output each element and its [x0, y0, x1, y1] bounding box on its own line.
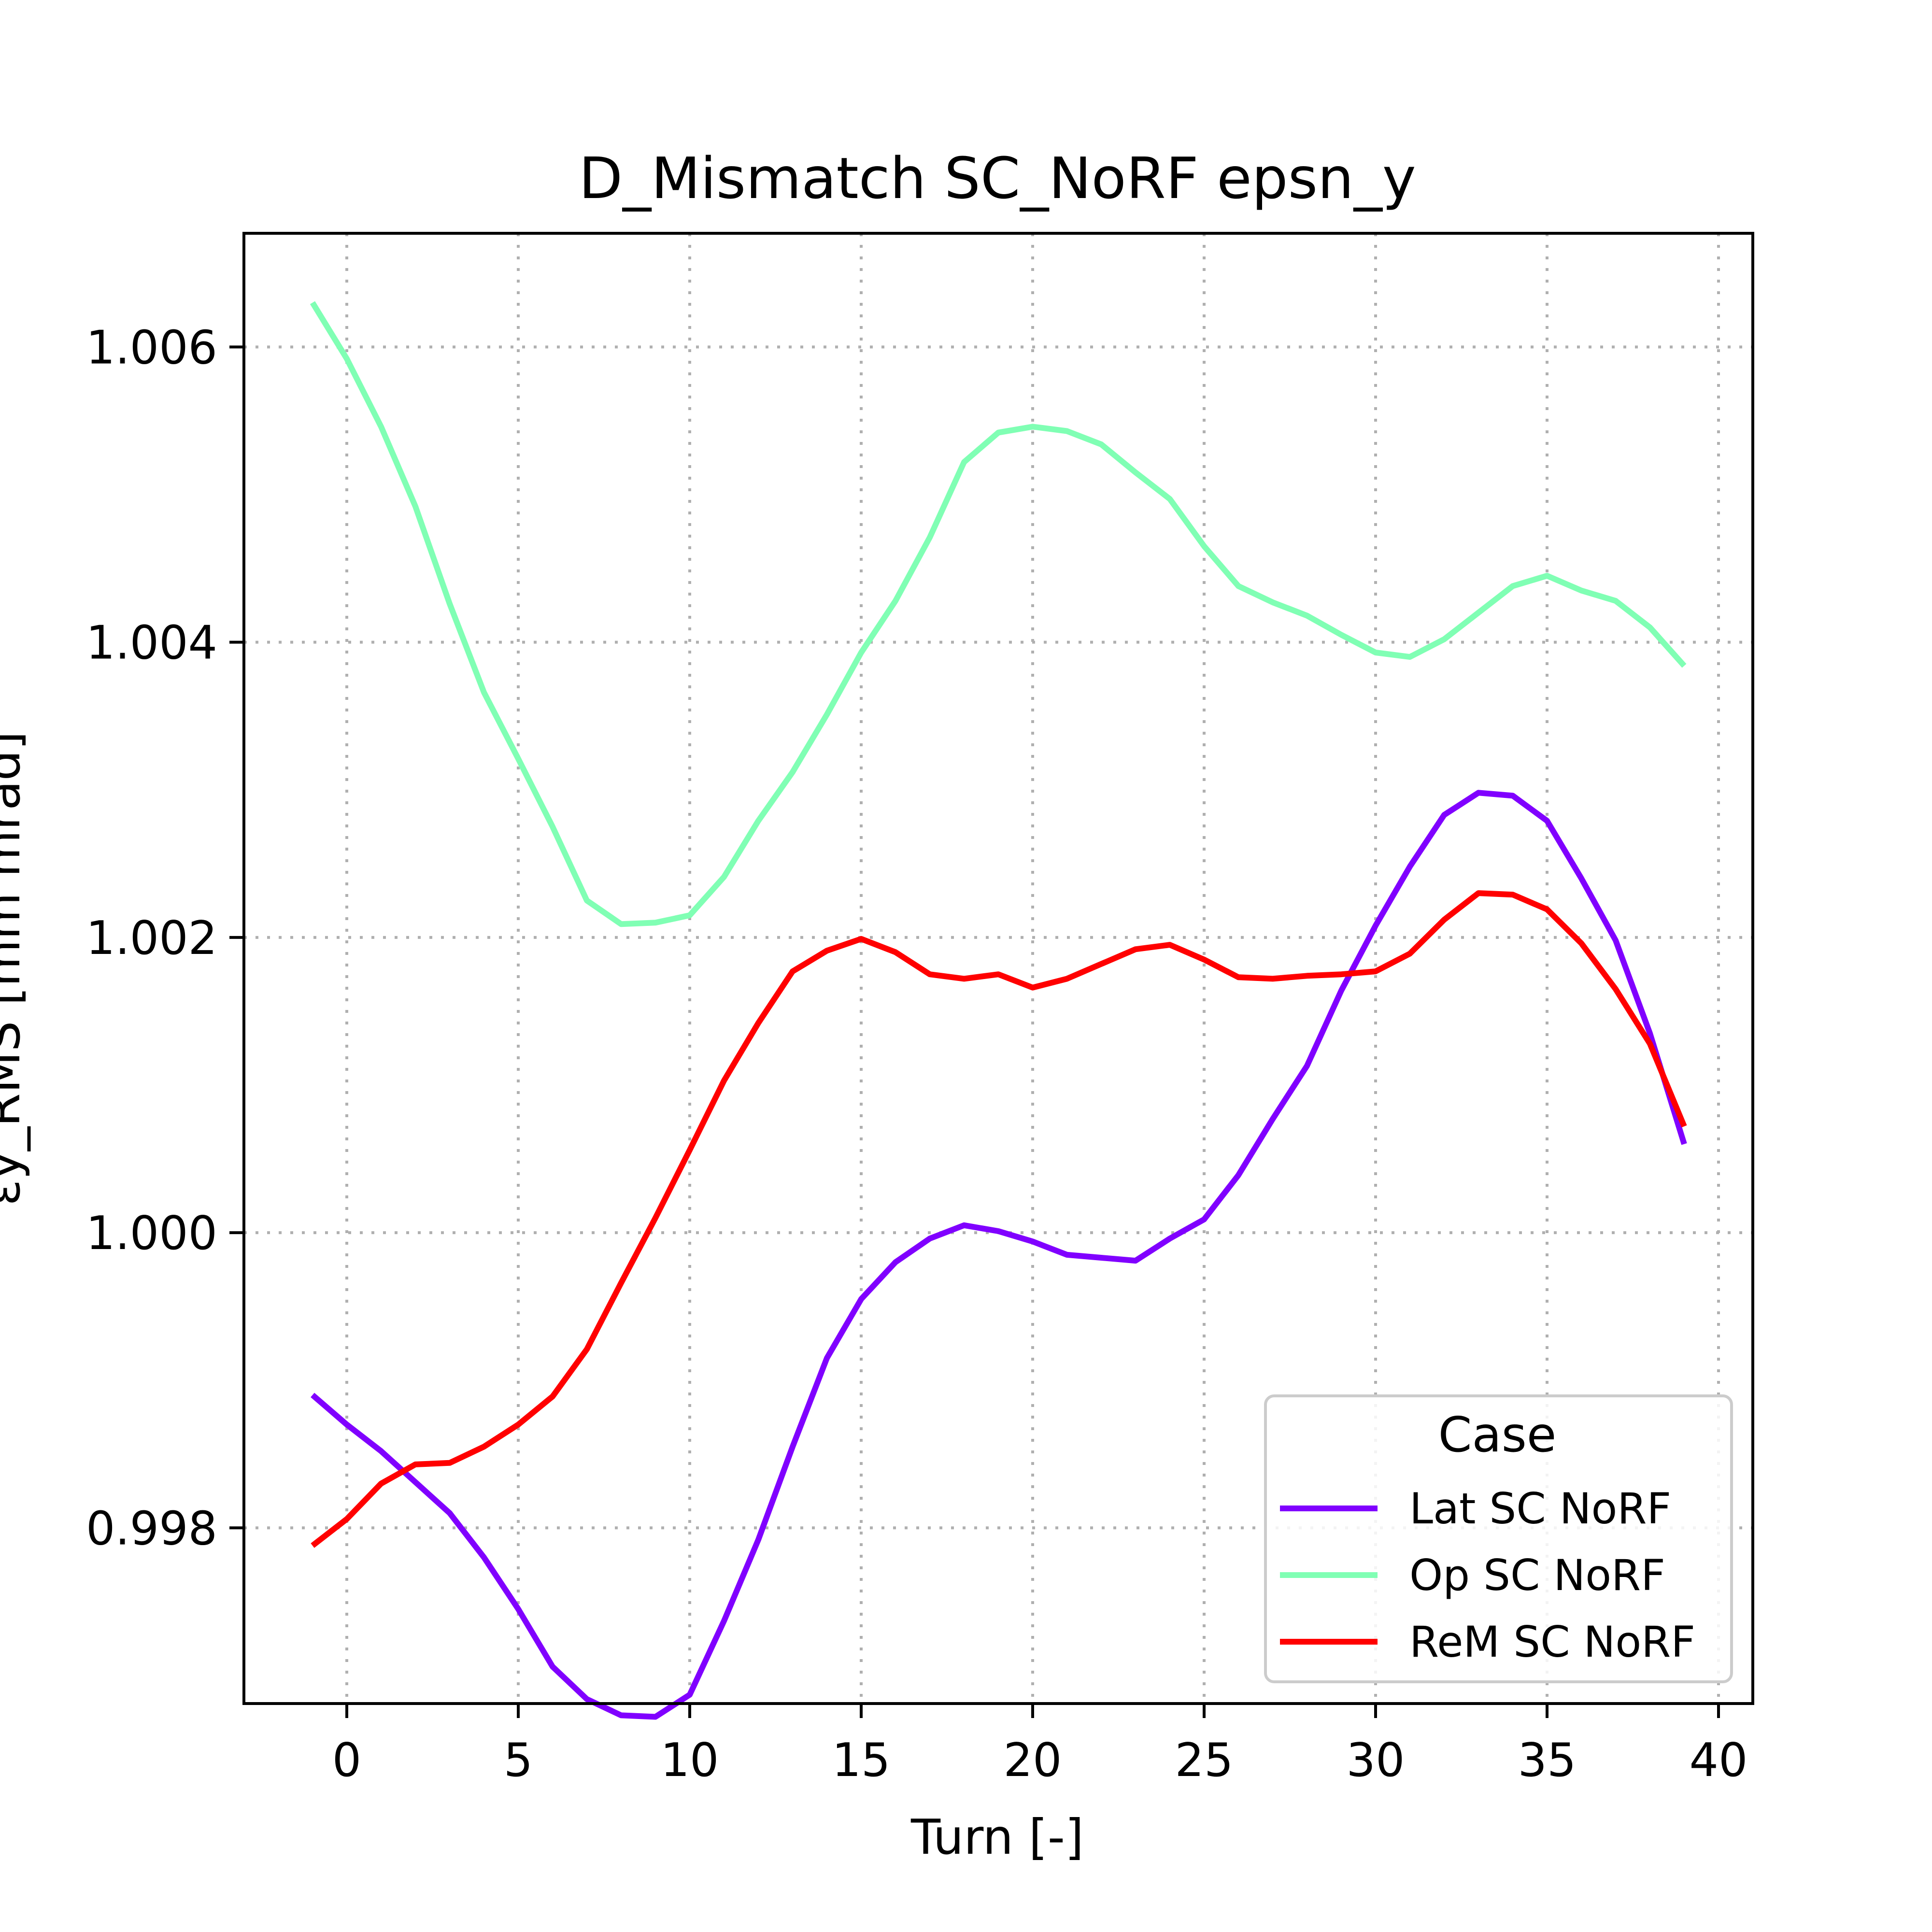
series-line-3	[311, 890, 1687, 1548]
x-tick-label: 35	[1518, 1734, 1577, 1787]
legend-label-2: Op SC NoRF	[1409, 1550, 1665, 1600]
y-tick-label: 1.002	[86, 912, 217, 965]
legend-title: Case	[1438, 1406, 1557, 1463]
x-tick-label: 20	[1004, 1734, 1062, 1787]
y-tick-label: 1.006	[86, 321, 217, 374]
x-tick-label: 25	[1175, 1734, 1234, 1787]
series-line-1	[311, 790, 1687, 1720]
legend-frame	[1264, 1394, 1733, 1683]
x-tick-label: 5	[504, 1734, 533, 1787]
y-tick-label: 1.000	[86, 1207, 217, 1260]
y-tick-label: 1.004	[86, 617, 217, 670]
y-axis-label: εy_RMS [mm mrad]	[0, 731, 31, 1206]
x-axis-ticks: 0 5 10 15 20 25 30 35 40	[332, 1704, 1748, 1787]
legend-label-1: Lat SC NoRF	[1409, 1484, 1671, 1534]
x-tick-label: 15	[832, 1734, 891, 1787]
y-axis-ticks: 0.998 1.000 1.002 1.004 1.006	[86, 321, 244, 1555]
x-axis-label: Turn [-]	[910, 1809, 1084, 1865]
legend: Case Lat SC NoRF Op SC NoRF ReM SC NoRF	[1264, 1394, 1733, 1683]
series-layer	[310, 301, 1687, 1720]
plot-frame	[242, 232, 1754, 1705]
x-tick-label: 0	[332, 1734, 361, 1787]
legend-label-3: ReM SC NoRF	[1409, 1617, 1695, 1667]
chart-title: D_Mismatch SC_NoRF epsn_y	[579, 145, 1416, 212]
series-line-2	[310, 301, 1687, 927]
legend-items: Lat SC NoRF Op SC NoRF ReM SC NoRF	[1280, 1484, 1695, 1667]
x-tick-label: 30	[1347, 1734, 1405, 1787]
grid	[244, 233, 1753, 1704]
x-tick-label: 40	[1690, 1734, 1748, 1787]
y-tick-label: 0.998	[86, 1502, 217, 1555]
x-tick-label: 10	[661, 1734, 719, 1787]
